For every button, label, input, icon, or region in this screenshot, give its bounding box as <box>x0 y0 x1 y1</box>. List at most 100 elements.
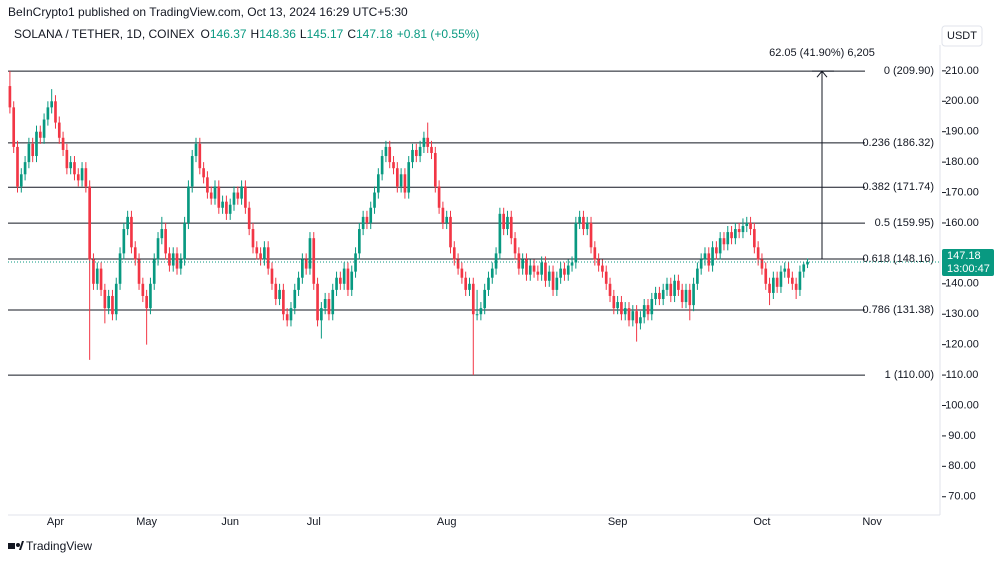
fib-label: 0.236 (186.32) <box>862 137 934 149</box>
candle-body <box>768 283 771 293</box>
candle-body <box>244 186 247 208</box>
candle-body <box>122 229 126 254</box>
candle-body <box>764 268 768 284</box>
candle-body <box>209 192 213 199</box>
candle-body <box>187 186 190 223</box>
candle-body <box>301 259 304 278</box>
candle-body <box>274 283 278 300</box>
candle-body <box>566 265 570 275</box>
candle-body <box>665 283 669 290</box>
y-tick-label: 190.00 <box>945 126 979 138</box>
candle-body <box>323 299 327 309</box>
candle-body <box>707 253 711 266</box>
candle-body <box>726 232 730 245</box>
candle-body <box>593 247 597 260</box>
candle-body <box>118 253 122 284</box>
candle-body <box>460 268 464 278</box>
candle-body <box>620 302 623 315</box>
candle-body <box>680 289 684 303</box>
candle-body <box>270 268 274 284</box>
candle-body <box>251 229 255 248</box>
candle-body <box>76 174 80 181</box>
candle-body <box>289 308 293 321</box>
candle-body <box>536 271 540 275</box>
currency-box[interactable] <box>941 25 983 47</box>
candle-body <box>304 259 308 269</box>
candle-body <box>498 213 502 254</box>
candle-body <box>426 137 430 147</box>
candle-body <box>445 216 449 223</box>
candle-body <box>555 277 559 290</box>
countdown: 13:00:47 <box>947 263 990 275</box>
candle-body <box>779 271 783 287</box>
candle-body <box>190 156 194 187</box>
candle-body <box>551 271 555 290</box>
candle-body <box>164 229 167 254</box>
candle-body <box>540 262 543 275</box>
candle-body <box>604 271 608 284</box>
candle-body <box>392 162 395 169</box>
candle-body <box>696 268 699 284</box>
candle-body <box>718 238 722 254</box>
candle-body <box>544 262 547 281</box>
candle-body <box>532 265 536 272</box>
candle-body <box>168 253 171 266</box>
candle-body <box>399 174 403 187</box>
candle-body <box>297 277 300 290</box>
quote-value: 148.36 <box>259 27 296 41</box>
candle-body <box>475 314 479 316</box>
change: +0.81 (+0.55%) <box>397 27 480 41</box>
candle-body <box>57 122 61 138</box>
quote-key: H <box>251 27 260 41</box>
x-tick-label: Jul <box>307 516 321 528</box>
x-tick-label: Nov <box>862 516 882 528</box>
y-tick-label: 170.00 <box>945 186 979 198</box>
candle-body <box>749 222 752 230</box>
candle-body <box>787 268 790 278</box>
candle-body <box>585 222 589 230</box>
candle-body <box>376 174 380 193</box>
candle-body <box>684 289 688 303</box>
candle-body <box>627 308 631 321</box>
candle-body <box>559 268 562 278</box>
x-tick-label: Sep <box>608 516 628 528</box>
candle-body <box>715 247 718 254</box>
candle-body <box>80 168 84 181</box>
candle-body <box>513 238 517 254</box>
candle-body <box>711 247 714 266</box>
measure-label: 62.05 (41.90%) 6,205 <box>769 47 875 59</box>
candle-body <box>137 259 141 284</box>
y-tick-label: 130.00 <box>945 308 979 320</box>
y-tick-label: 210.00 <box>945 65 979 77</box>
candle-body <box>578 216 581 223</box>
candle-body <box>38 131 42 138</box>
quote-value: 147.18 <box>356 27 393 41</box>
candle-body <box>160 229 164 239</box>
candle-body <box>103 289 107 309</box>
quote-line: SOLANA / TETHER, 1D, COINEX O146.37 H148.3… <box>14 27 479 41</box>
y-tick-label: 80.00 <box>948 460 976 472</box>
symbol: SOLANA / TETHER, 1D, COINEX <box>14 27 195 41</box>
logo <box>8 541 24 550</box>
candle-body <box>23 162 27 175</box>
candle-body <box>449 216 452 248</box>
last-price-label: 147.18 <box>947 250 981 262</box>
candle-body <box>19 174 23 187</box>
candle-body <box>794 283 798 290</box>
candle-body <box>635 311 638 324</box>
candle-body <box>183 222 186 260</box>
publisher: BeInCrypto1 published on TradingView.com… <box>8 5 408 19</box>
candle-body <box>12 107 16 147</box>
candle-body <box>198 143 202 169</box>
candle-body <box>528 265 532 275</box>
footer-brand: TradingView <box>26 539 92 553</box>
candle-body <box>384 146 388 157</box>
candle-body <box>225 201 228 214</box>
candle-body <box>73 162 76 175</box>
candle-body <box>213 186 217 199</box>
currency[interactable]: USDT <box>947 30 977 42</box>
candle-body <box>156 238 160 260</box>
candle-body <box>601 265 604 272</box>
candle-body <box>418 146 422 157</box>
